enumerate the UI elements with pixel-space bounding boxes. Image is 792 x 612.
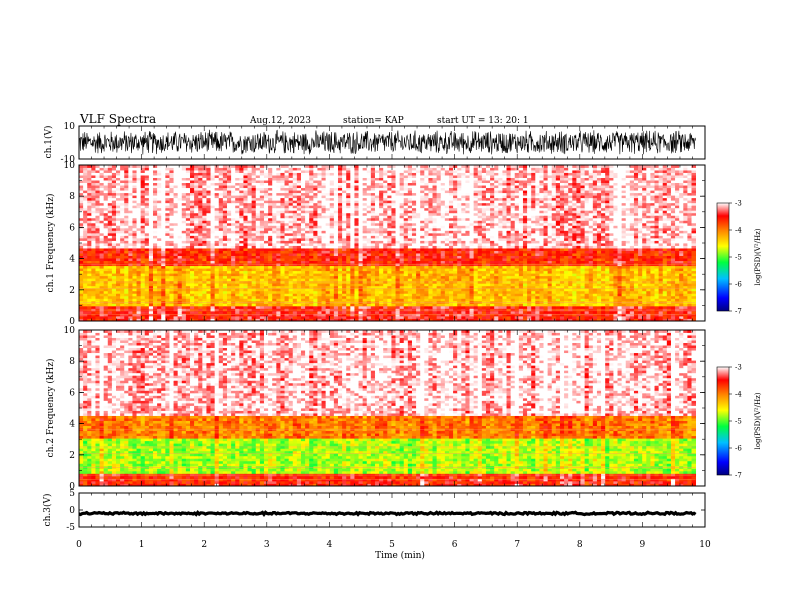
x-tick-label: 0 (76, 540, 82, 550)
waveform-path (78, 129, 696, 155)
colorbar-ch1: -3 -4 -5 -6 -7 log(PSD)(V²/Hz) (716, 200, 762, 316)
x-tick-label: 10 (699, 540, 711, 550)
x-tick-label: 8 (577, 540, 583, 550)
y-tick-label: 10 (64, 161, 76, 171)
y-tick-label: 8 (69, 192, 75, 202)
ch3-waveform-ylabel: ch.3(V) (42, 494, 53, 527)
colorbar-ch1-scale (716, 202, 730, 312)
ch1-waveform-trace (78, 129, 696, 155)
ch1-spectrogram-y-ticks: 0 2 4 6 8 10 (64, 161, 705, 327)
y-tick-label: 4 (69, 255, 75, 265)
colorbar-ch2-label: log(PSD)(V²/Hz) (754, 392, 762, 449)
colorbar-ch1-label: log(PSD)(V²/Hz) (754, 228, 762, 285)
colorbar-tick-label: -6 (735, 281, 742, 289)
y-tick-label: 8 (69, 357, 75, 367)
figure-title: VLF Spectra (79, 112, 156, 126)
colorbar-tick-label: -7 (735, 308, 742, 316)
y-tick-label: 6 (69, 388, 75, 398)
colorbar-tick-label: -6 (735, 445, 742, 453)
y-tick-label: 5 (69, 489, 75, 499)
colorbar-tick-label: -5 (735, 418, 742, 426)
y-tick-label: 10 (64, 326, 76, 336)
x-tick-label: 2 (201, 540, 207, 550)
colorbar-ch2-ticks: -3 -4 -5 -6 -7 (729, 364, 742, 480)
panel-ch3-frame (78, 492, 706, 528)
colorbar-tick-label: -4 (735, 391, 742, 399)
panel-ch1-spectrogram: 0 2 4 6 8 10 ch.1 Frequency (kHz) (45, 161, 706, 327)
colorbar-tick-label: -5 (735, 254, 742, 262)
colorbar-tick-label: -3 (735, 200, 742, 208)
y-tick-label: 10 (64, 122, 76, 132)
ch1-spectrogram-ylabel: ch.1 Frequency (kHz) (45, 194, 56, 293)
colorbar-ch2: -3 -4 -5 -6 -7 log(PSD)(V²/Hz) (716, 364, 762, 480)
ch2-spectrogram-ylabel: ch.2 Frequency (kHz) (45, 359, 56, 458)
x-tick-label: 7 (514, 540, 520, 550)
ch1-waveform-y-ticks: 10 -10 (61, 122, 705, 165)
y-tick-label: 2 (69, 451, 75, 461)
ch3-waveform-y-ticks: 5 0 -5 (66, 489, 705, 533)
waveform-path (78, 509, 697, 517)
panel-ch1-waveform: 10 -10 ch.1(V) (43, 122, 706, 165)
x-tick-label: 3 (264, 540, 270, 550)
y-tick-label: 4 (69, 420, 75, 430)
y-tick-label: 6 (69, 223, 75, 233)
colorbar-tick-label: -7 (735, 472, 742, 480)
ch1-spectrogram-image (79, 165, 697, 321)
y-tick-label: -5 (66, 523, 75, 533)
x-tick-label: 6 (452, 540, 458, 550)
x-tick-label: 4 (327, 540, 333, 550)
x-tick-label: 1 (139, 540, 145, 550)
colorbar-ch1-ticks: -3 -4 -5 -6 -7 (729, 200, 742, 316)
panel-ch2-spectrogram: 0 2 4 6 8 10 ch.2 Frequency (kHz) (45, 326, 706, 492)
time-x-axis-label: Time (min) (375, 550, 425, 561)
ch3-waveform-trace (78, 509, 697, 517)
header-start-time: start UT = 13: 20: 1 (437, 116, 529, 126)
y-tick-label: 0 (69, 482, 75, 492)
ch2-spectrogram-image (79, 330, 697, 486)
header-station: station= KAP (343, 116, 404, 126)
x-tick-label: 5 (389, 540, 395, 550)
y-tick-label: 2 (69, 286, 75, 296)
colorbar-tick-label: -3 (735, 364, 742, 372)
y-tick-label: 0 (69, 506, 75, 516)
time-x-axis: 0 1 2 3 4 5 6 7 8 9 10 (76, 126, 711, 550)
ch1-waveform-ylabel: ch.1(V) (43, 126, 54, 159)
x-tick-label: 9 (640, 540, 646, 550)
y-tick-label: 0 (69, 317, 75, 327)
header-date: Aug.12, 2023 (249, 116, 311, 126)
ch2-spectrogram-y-ticks: 0 2 4 6 8 10 (64, 326, 705, 492)
y-tick-label: -10 (61, 155, 76, 165)
colorbar-tick-label: -4 (735, 227, 742, 235)
colorbar-ch2-scale (716, 366, 730, 476)
